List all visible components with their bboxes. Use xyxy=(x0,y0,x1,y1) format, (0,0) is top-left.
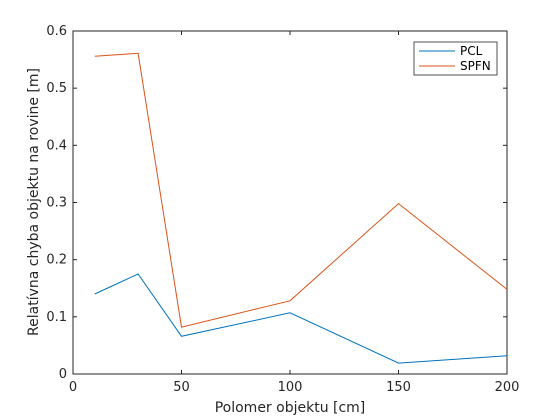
y-axis-label: Relatívna chyba objektu na rovine [m] xyxy=(26,68,42,336)
y-tick-label: 0.2 xyxy=(46,253,67,268)
y-tick-label: 0.5 xyxy=(46,81,67,96)
y-axis: 0 0.1 0.2 0.3 0.4 0.5 0.6 xyxy=(46,24,507,382)
x-axis: 0 50 100 150 200 xyxy=(69,31,520,395)
series-line-pcl xyxy=(94,273,508,364)
x-tick-label: 100 xyxy=(278,380,303,395)
series-line-spfn xyxy=(94,52,508,328)
y-tick-label: 0.4 xyxy=(46,138,67,153)
legend: PCL SPFN xyxy=(413,41,498,76)
y-tick-label: 0 xyxy=(59,367,67,382)
y-tick-label: 0.3 xyxy=(46,196,67,211)
series-lines xyxy=(94,52,508,364)
y-tick-label: 0.1 xyxy=(46,310,67,325)
x-tick-label: 50 xyxy=(173,380,190,395)
x-tick-label: 0 xyxy=(69,380,77,395)
x-axis-label: Polomer objektu [cm] xyxy=(215,400,366,416)
legend-box xyxy=(413,41,498,76)
x-tick-label: 200 xyxy=(495,380,520,395)
x-tick-label: 150 xyxy=(386,380,411,395)
legend-label-spfn: SPFN xyxy=(460,59,491,73)
plot-area xyxy=(72,30,508,375)
legend-label-pcl: PCL xyxy=(460,44,483,58)
y-tick-label: 0.6 xyxy=(46,24,67,39)
